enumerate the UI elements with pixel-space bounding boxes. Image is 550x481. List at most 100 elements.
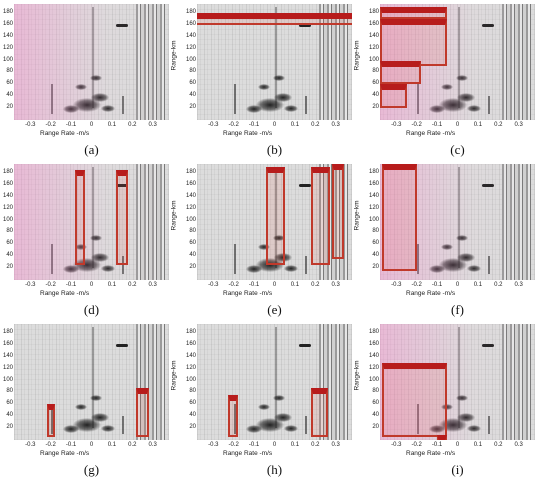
panel-caption: (c)	[450, 142, 465, 157]
y-tick-label: 60	[372, 80, 379, 87]
x-tick-label: 0.2	[311, 282, 320, 288]
echo-cluster	[456, 252, 475, 262]
x-tick-label: 0.1	[473, 282, 483, 288]
echo-cluster	[246, 425, 263, 434]
x-tick-label: -0.3	[208, 442, 219, 448]
y-tick-label: 100	[2, 376, 13, 383]
signal-ridge	[457, 6, 460, 109]
x-tick-label: 0.1	[290, 282, 300, 288]
x-tick-label: 0.2	[128, 442, 137, 448]
detection-box	[197, 12, 352, 25]
y-tick-label: 120	[2, 364, 13, 371]
x-tick-label: -0.1	[248, 282, 260, 288]
echo-cluster	[73, 418, 102, 433]
x-tick-label: -0.3	[208, 282, 219, 288]
x-tick-label: -0.3	[25, 122, 36, 128]
signal-ridge	[488, 96, 491, 115]
target-streak	[298, 23, 312, 27]
highlight-wash	[14, 164, 169, 280]
y-tick-label: 160	[368, 180, 379, 187]
echo-cluster	[246, 105, 263, 114]
signal-ridge	[233, 244, 236, 275]
y-tick-label: 60	[6, 240, 13, 247]
echo-cluster	[75, 244, 88, 251]
spectrogram-plot	[380, 4, 535, 120]
highlight-wash	[380, 324, 535, 440]
signal-ridge	[274, 166, 277, 269]
signal-ridge	[91, 326, 94, 429]
signal-ridge	[91, 166, 94, 269]
y-axis-label: Range-km	[353, 200, 361, 231]
detection-box	[75, 169, 86, 266]
x-tick-label: 0.1	[107, 122, 117, 128]
x-tick-label: 0.1	[107, 282, 117, 288]
y-tick-label: 80	[6, 388, 13, 395]
signal-ridge	[457, 326, 460, 429]
y-tick-label: 160	[2, 20, 13, 27]
x-tick-label: 0.3	[331, 442, 340, 448]
x-tick-label: 0.1	[290, 122, 300, 128]
echo-cluster	[272, 395, 285, 402]
stripe-band	[319, 324, 348, 440]
x-axis-label: Range Rate -m/s	[223, 130, 273, 137]
x-tick-label: 0.1	[290, 442, 300, 448]
target-streak	[481, 343, 495, 347]
y-tick-label: 20	[372, 264, 379, 271]
echo-cluster	[258, 84, 271, 91]
detection-box	[115, 169, 129, 266]
y-tick-label: 120	[368, 44, 379, 51]
target-streak	[298, 343, 312, 347]
y-tick-label: 40	[6, 252, 13, 259]
echo-cluster	[258, 404, 271, 411]
y-tick-label: 160	[368, 340, 379, 347]
signal-ridge	[457, 166, 460, 269]
target-streak	[115, 23, 129, 27]
x-axis-label: Range Rate -m/s	[223, 450, 273, 457]
x-tick-label: -0.3	[25, 442, 36, 448]
echo-cluster	[100, 104, 115, 112]
signal-ridge	[233, 404, 236, 435]
x-tick-label: 0.2	[494, 442, 503, 448]
x-axis-label: Range Rate -m/s	[406, 130, 456, 137]
detection-box	[380, 84, 407, 109]
echo-cluster	[441, 84, 454, 91]
echo-cluster	[256, 98, 285, 113]
y-tick-label: 140	[368, 32, 379, 39]
y-tick-label: 20	[189, 264, 196, 271]
x-tick-label: 0.1	[473, 122, 483, 128]
x-tick-label: -0.1	[248, 122, 260, 128]
echo-cluster	[429, 265, 446, 274]
stripe-band	[502, 324, 531, 440]
x-tick-label: 0	[89, 122, 94, 128]
echo-cluster	[75, 84, 88, 91]
x-axis-label: Range Rate -m/s	[40, 130, 90, 137]
echo-cluster	[63, 425, 80, 434]
echo-cluster	[89, 235, 102, 242]
x-tick-label: 0.3	[514, 282, 523, 288]
highlight-wash	[14, 4, 169, 120]
echo-cluster	[90, 252, 109, 262]
x-tick-label: -0.3	[25, 282, 36, 288]
x-tick-label: 0.2	[311, 442, 320, 448]
x-tick-label: -0.2	[45, 122, 56, 128]
target-streak	[298, 183, 312, 187]
x-tick-label: -0.2	[411, 442, 422, 448]
y-tick-label: 40	[189, 412, 196, 419]
y-tick-label: 60	[189, 240, 196, 247]
signal-ridge	[416, 404, 419, 435]
signal-ridge	[416, 84, 419, 115]
echo-cluster	[73, 258, 102, 273]
x-tick-label: -0.1	[431, 122, 443, 128]
y-tick-label: 180	[2, 8, 13, 15]
y-tick-label: 140	[185, 192, 196, 199]
x-tick-label: 0	[272, 282, 277, 288]
x-tick-label: 0.3	[331, 122, 340, 128]
y-tick-label: 40	[189, 252, 196, 259]
detection-box	[380, 18, 448, 67]
y-tick-label: 100	[2, 56, 13, 63]
y-tick-label: 40	[372, 412, 379, 419]
signal-ridge	[122, 256, 125, 275]
y-tick-label: 60	[6, 400, 13, 407]
x-tick-label: 0	[272, 442, 277, 448]
stripe-band	[136, 4, 165, 120]
